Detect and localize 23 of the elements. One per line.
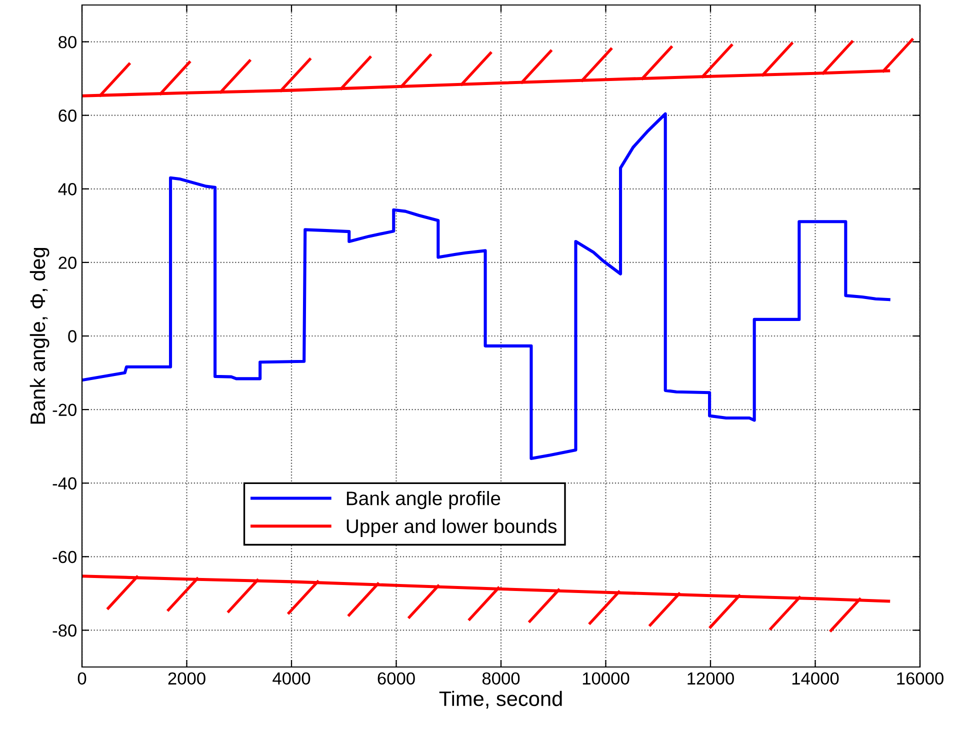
y-tick-label: -20 bbox=[52, 404, 76, 416]
y-tick-label: -60 bbox=[52, 550, 76, 564]
line-series bbox=[82, 112, 890, 460]
legend-label: Upper and lower bounds bbox=[346, 518, 557, 537]
x-tick-label: 6000 bbox=[378, 672, 415, 685]
x-tick-label: 12000 bbox=[688, 672, 734, 685]
x-tick-label: 0 bbox=[78, 672, 86, 685]
y-tick-label: 20 bbox=[58, 256, 76, 269]
x-axis-title: Time, second bbox=[439, 690, 562, 709]
x-tick-label: 4000 bbox=[272, 672, 310, 685]
x-tick-label: 10000 bbox=[582, 672, 630, 685]
x-tick-label: 8000 bbox=[482, 672, 520, 685]
legend-label: Bank angle profile bbox=[346, 490, 500, 510]
x-tick-label: 14000 bbox=[792, 672, 839, 685]
y-tick-label: -80 bbox=[52, 624, 76, 637]
y-tick-label: 60 bbox=[58, 110, 76, 122]
y-tick-label: 40 bbox=[58, 183, 76, 196]
x-tick-label: 16000 bbox=[897, 672, 944, 685]
y-tick-label: -40 bbox=[52, 477, 76, 490]
y-axis-title: Bank angle, Φ, deg bbox=[30, 248, 50, 424]
y-tick-label: 80 bbox=[58, 36, 76, 48]
y-tick-label: 0 bbox=[68, 330, 76, 342]
x-tick-label: 2000 bbox=[168, 672, 206, 685]
